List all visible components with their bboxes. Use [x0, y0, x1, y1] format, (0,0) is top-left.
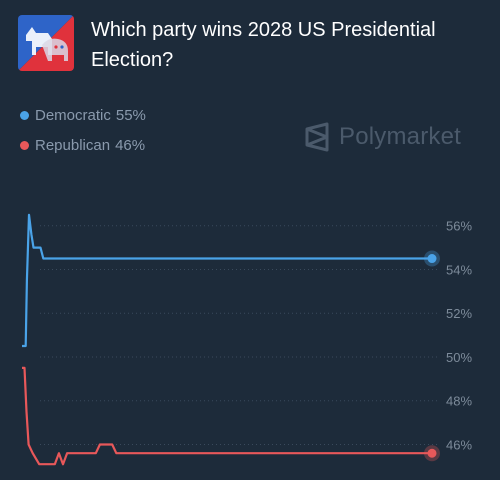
legend-item-republican: Republican 46% [20, 134, 146, 156]
legend-label: Democratic [35, 106, 111, 124]
y-tick-label: 56% [446, 219, 472, 234]
legend-label: Republican [35, 136, 111, 154]
legend-value: 46% [115, 136, 146, 154]
legend-item-democratic: Democratic 55% [20, 104, 146, 126]
democratic-dot-icon [20, 110, 29, 120]
y-tick-label: 54% [446, 262, 472, 277]
legend-value: 55% [115, 106, 146, 124]
republican-dot-icon [20, 140, 29, 150]
y-tick-label: 48% [446, 394, 472, 409]
democrat-donkey-republican-elephant-icon [18, 15, 74, 71]
y-tick-label: 50% [446, 350, 472, 365]
polymarket-watermark: Polymarket [304, 121, 461, 153]
series-line-republican [22, 366, 432, 466]
series-end-point [427, 448, 437, 458]
brand-name: Polymarket [339, 123, 462, 150]
polymarket-logo-icon [305, 122, 329, 152]
y-tick-label: 46% [446, 437, 472, 452]
chart-legend: Democratic 55% Republican 46% [20, 104, 146, 164]
series-line-democratic [22, 213, 432, 348]
y-tick-label: 52% [446, 306, 472, 321]
market-title[interactable]: Which party wins 2028 US Presidential El… [91, 19, 436, 71]
series-end-point [427, 254, 437, 264]
